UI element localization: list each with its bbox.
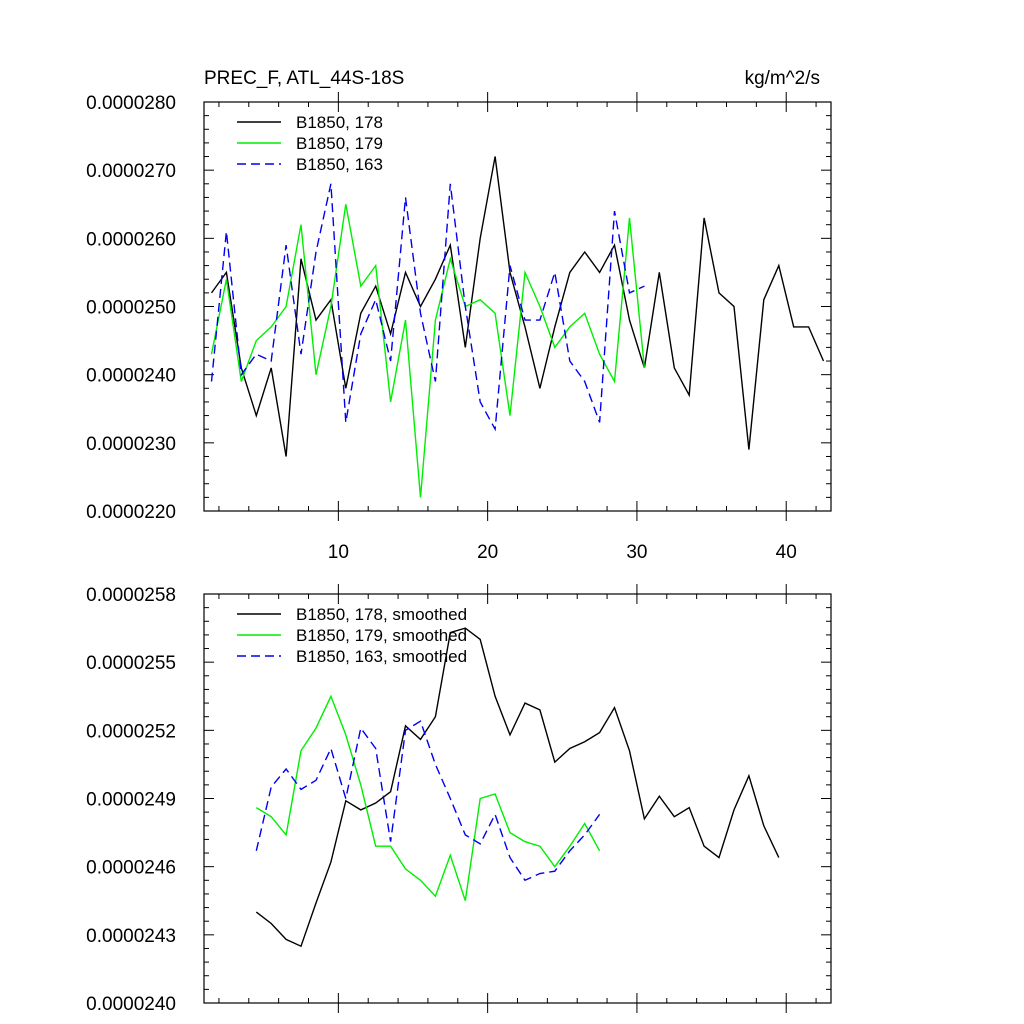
series-line bbox=[210, 156, 825, 457]
chart-title: PREC_F, ATL_44S-18S bbox=[204, 68, 404, 89]
y-tick-label: 0.0000270 bbox=[86, 161, 176, 182]
series-line bbox=[255, 720, 601, 882]
y-tick-label: 0.0000230 bbox=[86, 434, 176, 455]
top-plot-frame bbox=[203, 101, 832, 512]
top-axes: 0.0000220 0.0000230 0.0000240 0.0000250 0.00… bbox=[86, 92, 831, 563]
y-tick-label: 0.0000240 bbox=[86, 994, 176, 1015]
chart-units: kg/m^2/s bbox=[745, 68, 820, 89]
bottom-plot-frame bbox=[203, 593, 832, 1004]
legend-label: B1850, 178 bbox=[296, 113, 383, 132]
y-tick-label: 0.0000249 bbox=[86, 790, 176, 811]
y-tick-label: 0.0000252 bbox=[86, 721, 176, 742]
y-tick-label: 0.0000220 bbox=[86, 502, 176, 523]
y-tick-label: 0.0000240 bbox=[86, 366, 176, 387]
top-legend: B1850, 178 B1850, 179 B1850, 163 bbox=[237, 113, 383, 174]
y-tick-label: 0.0000280 bbox=[86, 93, 176, 114]
legend-label: B1850, 179, smoothed bbox=[296, 626, 467, 645]
legend-label: B1850, 163, smoothed bbox=[296, 647, 467, 666]
bottom-legend: B1850, 178, smoothed B1850, 179, smoothed… bbox=[237, 605, 467, 666]
y-tick-label: 0.0000258 bbox=[86, 585, 176, 606]
legend-label: B1850, 163 bbox=[296, 155, 383, 174]
legend-label: B1850, 178, smoothed bbox=[296, 605, 467, 624]
y-tick-label: 0.0000243 bbox=[86, 926, 176, 947]
top-series bbox=[210, 156, 825, 498]
y-tick-label: 0.0000255 bbox=[86, 653, 176, 674]
x-tick-label: 30 bbox=[626, 542, 647, 563]
y-tick-label: 0.0000246 bbox=[86, 858, 176, 879]
series-line bbox=[255, 694, 601, 901]
legend-label: B1850, 179 bbox=[296, 134, 383, 153]
bottom-axes: 0.0000240 0.0000243 0.0000246 0.0000249 0.00… bbox=[86, 584, 831, 1015]
x-tick-label: 10 bbox=[328, 542, 349, 563]
y-tick-label: 0.0000250 bbox=[86, 298, 176, 319]
series-line bbox=[255, 627, 780, 948]
bottom-chart: 0.0000240 0.0000243 0.0000246 0.0000249 0.00… bbox=[86, 584, 832, 1015]
x-tick-label: 40 bbox=[776, 542, 797, 563]
series-line bbox=[210, 183, 645, 432]
y-tick-label: 0.0000260 bbox=[86, 229, 176, 250]
top-chart: PREC_F, ATL_44S-18S kg/m^2/s 0.00002200.… bbox=[86, 68, 832, 563]
x-tick-label: 20 bbox=[477, 542, 498, 563]
bottom-series bbox=[255, 627, 780, 948]
series-line bbox=[210, 204, 646, 498]
